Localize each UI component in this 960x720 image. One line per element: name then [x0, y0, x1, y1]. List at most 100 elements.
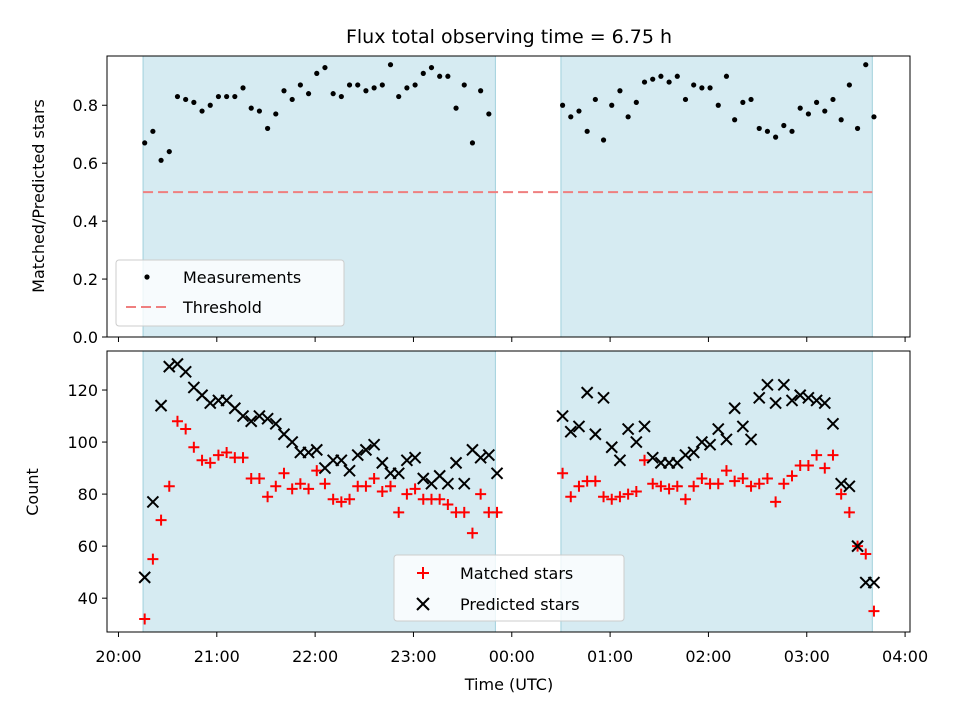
- measurement-point: [838, 117, 844, 123]
- matched-star-point: [671, 480, 683, 492]
- measurement-point: [240, 85, 246, 91]
- y-tick-label: 60: [78, 537, 98, 556]
- matched-star-point: [171, 415, 183, 427]
- matched-star-point: [770, 496, 782, 508]
- matched-star-point: [622, 488, 634, 500]
- predicted-star-point: [556, 409, 569, 423]
- x-tick-label: 01:00: [587, 647, 633, 666]
- measurement-point: [150, 128, 156, 134]
- bottom-y-axis-label: Count: [23, 468, 42, 516]
- matched-star-point: [401, 488, 413, 500]
- predicted-star-point: [777, 378, 791, 392]
- measurement-point: [437, 73, 443, 79]
- measurement-point: [584, 128, 590, 134]
- predicted-star-point: [376, 456, 389, 470]
- matched-star-point: [786, 470, 798, 482]
- top-panel: 0.00.20.40.60.8 Matched/Predicted stars …: [29, 55, 911, 347]
- measurement-point: [248, 105, 254, 111]
- matched-star-point: [385, 480, 397, 492]
- measurement-point: [281, 88, 287, 94]
- y-tick-label: 0.8: [73, 96, 98, 115]
- matched-star-point: [598, 491, 610, 503]
- y-tick-label: 120: [67, 381, 98, 400]
- predicted-star-point: [679, 448, 692, 462]
- measurement-point: [740, 99, 746, 105]
- measurement-point: [822, 108, 828, 114]
- predicted-star-point: [712, 422, 725, 436]
- top-y-ticks: 0.0 0.2 0.4 0.6 0.8: [73, 96, 107, 347]
- matched-star-point: [262, 491, 274, 503]
- measurement-point: [650, 76, 656, 82]
- measurement-point: [633, 99, 639, 105]
- predicted-star-point: [163, 360, 176, 373]
- predicted-star-point: [400, 454, 414, 467]
- legend-predicted-marker: [416, 597, 430, 611]
- measurement-point: [486, 111, 492, 117]
- matched-star-point: [589, 475, 601, 487]
- predicted-star-point: [310, 443, 323, 457]
- measurement-point: [338, 93, 344, 100]
- measurement-point: [797, 105, 803, 111]
- measurement-point: [830, 96, 836, 103]
- measurement-point: [715, 102, 721, 108]
- predicted-star-point: [736, 420, 750, 433]
- matched-star-point: [393, 506, 405, 518]
- matched-star-point: [294, 478, 306, 490]
- predicted-star-point: [253, 409, 266, 423]
- x-tick-label: 20:00: [95, 647, 141, 666]
- matched-star-point: [270, 480, 282, 492]
- matched-star-point: [434, 493, 446, 505]
- predicted-star-point: [245, 415, 258, 428]
- legend-threshold-label: Threshold: [182, 298, 262, 317]
- matched-star-point: [737, 472, 749, 484]
- matched-star-point: [442, 499, 454, 511]
- predicted-star-point: [630, 435, 643, 449]
- predicted-star-point: [613, 454, 627, 467]
- predicted-star-point: [441, 477, 455, 490]
- measurement-point: [412, 82, 418, 88]
- y-tick-label: 80: [78, 485, 98, 504]
- top-y-axis-label: Matched/Predicted stars: [29, 99, 48, 293]
- matched-star-point: [679, 493, 691, 505]
- x-tick-label: 00:00: [489, 647, 535, 666]
- matched-star-point: [761, 472, 773, 484]
- legend-matched-marker: [417, 567, 429, 579]
- predicted-star-point: [769, 396, 782, 410]
- measurement-point: [641, 79, 648, 85]
- predicted-star-point: [638, 420, 651, 433]
- predicted-star-point: [490, 467, 504, 480]
- measurement-point: [183, 96, 189, 103]
- predicted-star-point: [482, 448, 496, 462]
- matched-star-point: [647, 478, 659, 490]
- top-observing-windows: [142, 55, 873, 338]
- predicted-star-point: [826, 417, 840, 431]
- matched-star-point: [319, 478, 331, 490]
- predicted-star-point: [359, 443, 373, 457]
- measurement-point: [428, 64, 435, 71]
- measurement-point: [346, 82, 353, 88]
- predicted-star-point: [285, 435, 299, 449]
- matched-star-point: [729, 475, 741, 487]
- matched-star-point: [688, 480, 700, 492]
- predicted-star-point: [138, 571, 151, 584]
- predicted-star-point: [449, 456, 463, 470]
- predicted-star-point: [687, 446, 700, 459]
- matched-star-point: [368, 472, 380, 484]
- measurement-point: [707, 85, 713, 91]
- measurement-point: [404, 85, 410, 91]
- predicted-star-point: [269, 417, 283, 431]
- matched-star-point: [278, 467, 290, 479]
- predicted-star-point: [458, 477, 471, 490]
- measurement-point: [478, 88, 484, 94]
- legend-matched-label: Matched stars: [460, 564, 573, 583]
- top-plot-frame: [106, 55, 911, 338]
- measurement-point: [756, 125, 762, 132]
- bottom-y-ticks: 40 60 80 100 120: [67, 381, 107, 608]
- matched-star-point: [163, 480, 175, 492]
- predicted-star-point: [580, 386, 594, 399]
- matched-star-point: [491, 506, 503, 518]
- predicted-star-point: [867, 576, 881, 589]
- predicted-star-point: [605, 441, 618, 454]
- measurement-point: [174, 93, 181, 100]
- measurement-point: [461, 82, 467, 88]
